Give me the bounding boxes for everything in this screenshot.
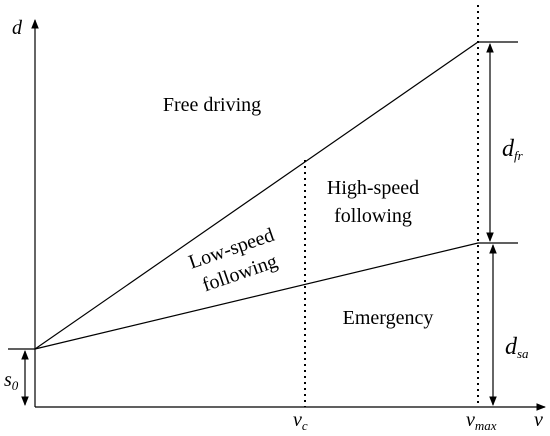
vc-sub: c [302,418,308,433]
vmax-sub: max [475,418,497,433]
free-driving-label: Free driving [163,94,261,116]
vmax-label: vmax [466,409,497,433]
lower-boundary [34,242,518,350]
x-axis-label: v [534,409,543,431]
vc-label: vc [293,409,308,433]
s0-sub: 0 [12,378,19,393]
vc-base: v [293,409,302,431]
dfr-base: d [502,136,515,162]
dfr-label: dfr [502,136,524,163]
dsa-sub: sa [517,346,529,361]
dsa-base: d [505,334,518,360]
y-axis-label: d [12,17,23,39]
vmax-base: v [466,409,475,431]
upper-boundary [34,41,518,350]
emergency-label: Emergency [343,307,434,329]
dsa-label: dsa [505,334,529,361]
high-speed-label: following [334,205,412,227]
s0-label: s0 [4,369,19,393]
high-speed-label: High-speed [327,177,419,199]
s0-base: s [4,369,12,391]
dfr-sub: fr [514,148,524,163]
